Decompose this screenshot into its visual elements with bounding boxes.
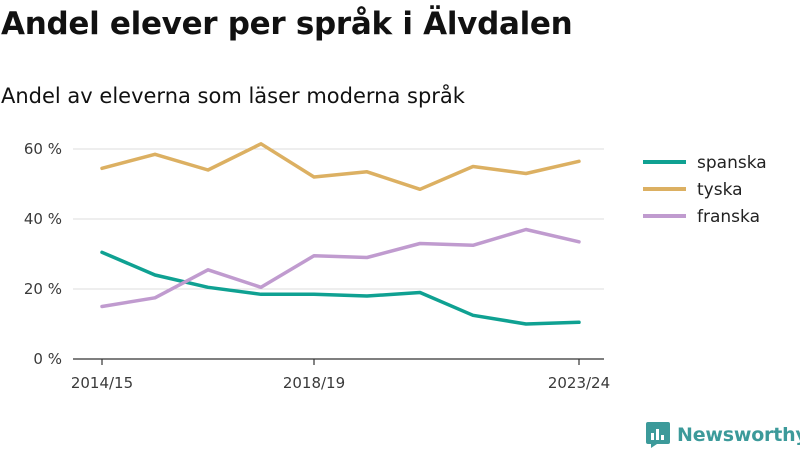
- y-tick-label: 40 %: [24, 210, 62, 228]
- series-line-franska: [100, 227, 581, 309]
- legend-label-tyska: tyska: [697, 180, 743, 200]
- x-tick-label: 2023/24: [548, 374, 610, 392]
- y-tick-label: 20 %: [24, 280, 62, 298]
- y-tick-label: 0 %: [33, 350, 62, 368]
- brand-logo: Newsworthy: [645, 421, 800, 449]
- legend-label-franska: franska: [697, 207, 760, 227]
- series-line-spanska: [100, 250, 581, 326]
- legend-label-spanska: spanska: [697, 153, 767, 173]
- series-line-tyska: [100, 142, 581, 192]
- y-tick-label: 60 %: [24, 140, 62, 158]
- chart-title: Andel elever per språk i Älvdalen: [1, 6, 573, 42]
- x-tick-label: 2018/19: [283, 374, 345, 392]
- chart-subtitle: Andel av eleverna som läser moderna språ…: [1, 84, 465, 108]
- newsworthy-icon: [646, 422, 670, 448]
- x-tick-label: 2014/15: [71, 374, 133, 392]
- brand-name: Newsworthy: [677, 424, 800, 446]
